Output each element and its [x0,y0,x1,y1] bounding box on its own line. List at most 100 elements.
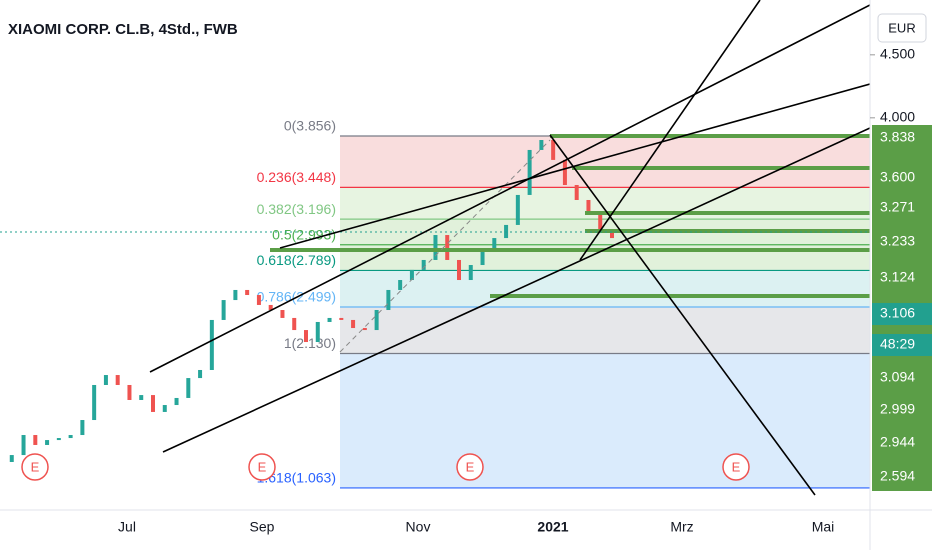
fib-label: 0.618(2.789) [257,252,336,268]
candle [174,397,179,406]
fib-band [340,306,870,354]
candle [445,235,450,260]
candle [103,375,108,385]
x-tick-label: 2021 [537,519,568,535]
price-tag-label: 3.106 [880,305,915,321]
fib-label: 0.5(2.993) [272,226,336,242]
candle [421,259,426,270]
candle [409,269,414,281]
candle [433,235,438,260]
price-tag [872,432,932,454]
candle [386,289,391,311]
earnings-label: E [732,459,741,474]
candle [468,265,473,281]
price-tag-label: 3.233 [880,233,915,249]
fib-band [340,270,870,307]
candle [586,199,591,215]
candle [56,438,61,441]
trend-line [549,134,816,496]
price-tag [872,197,932,219]
fib-label: 0.236(3.448) [257,169,336,185]
candle [362,328,367,331]
price-tag [872,127,932,149]
price-tag [872,167,932,189]
y-tick-label: 4.000 [880,109,915,125]
candle [233,289,238,301]
candle [268,304,273,311]
x-tick-label: Mrz [670,519,693,535]
fib-label: 0.382(3.196) [257,201,336,217]
candle [198,369,203,379]
candle [9,455,14,462]
fib-label: 1.618(1.063) [257,470,336,486]
trend-line [162,127,870,453]
fib-label: 0(3.856) [284,118,336,134]
price-tag [872,367,932,389]
candle [186,378,191,398]
fib-band [340,353,870,488]
candle [351,319,356,329]
earnings-label: E [466,459,475,474]
price-tag-label: 3.124 [880,269,915,285]
candle [80,420,85,436]
candle [127,384,132,400]
candle [539,140,544,150]
candle [551,140,556,160]
dashed-line [339,139,551,353]
candle [515,194,520,225]
candle [492,238,497,251]
currency-button[interactable] [877,13,927,43]
candle [245,289,250,296]
candle [457,259,461,281]
candle [304,330,308,343]
earnings-marker [21,453,49,481]
earnings-marker [456,453,484,481]
candle [280,310,285,318]
price-tag-label: 2.594 [880,468,915,484]
price-tag-label: 3.271 [880,199,915,215]
earnings-marker [248,453,276,481]
price-tag [872,303,932,325]
x-tick-label: Jul [118,519,136,535]
candle [327,317,332,322]
candle [139,395,144,400]
candle [315,321,320,343]
price-tag [872,466,932,488]
candle [398,280,403,290]
x-tick-label: Nov [406,519,431,535]
candle [221,300,226,320]
price-tag-label: 3.600 [880,169,915,185]
candle [33,435,38,445]
candle [527,149,532,195]
candle [562,159,567,185]
candle [339,317,344,320]
price-tag [872,231,932,253]
x-tick-label: Mai [812,519,835,535]
candle [151,395,155,412]
trend-line [149,4,870,373]
candle [162,405,167,412]
candle [574,184,579,200]
price-axis: 4.500 4.000 3.838 3.600 3.271 3.233 3.124 3.106… [870,46,932,488]
candle [92,384,97,421]
fib-band [340,135,870,188]
fib-label: 1(2.130) [284,335,336,351]
earnings-marker [722,453,750,481]
earnings-label: E [258,459,267,474]
price-tag [872,334,932,356]
candle [115,375,120,385]
price-tag [872,399,932,421]
price-tag-label: 3.094 [880,369,915,385]
price-tag-label: 2.944 [880,434,915,450]
currency: EUR [888,20,915,35]
drawings [0,0,870,496]
trend-line [279,83,870,249]
candle [504,224,509,239]
price-tag-label: 3.838 [880,129,915,145]
candle [21,435,26,456]
price-tag-label: 2.999 [880,401,915,417]
candle [374,310,379,331]
candle [256,295,261,305]
